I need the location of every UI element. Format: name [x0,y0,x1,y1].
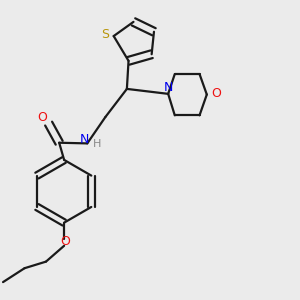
Text: O: O [38,111,48,124]
Text: S: S [101,28,110,41]
Text: H: H [93,140,101,149]
Text: N: N [80,133,89,146]
Text: O: O [60,235,70,248]
Text: O: O [211,87,221,101]
Text: N: N [164,81,173,94]
